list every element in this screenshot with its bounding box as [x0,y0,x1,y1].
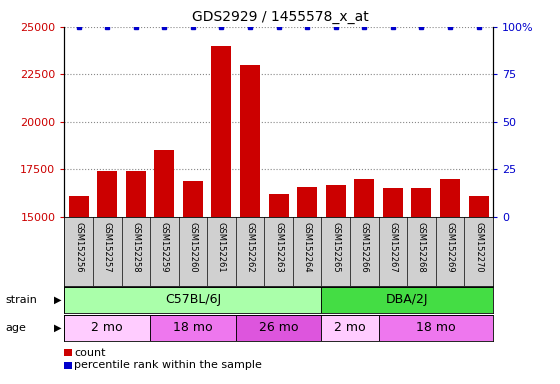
Bar [212,46,231,217]
Bar [354,179,374,217]
Text: 18 mo: 18 mo [173,321,213,334]
Text: ▶: ▶ [54,323,62,333]
Text: GSM152259: GSM152259 [160,222,169,273]
Bar [383,189,403,217]
Bar [469,196,488,217]
Text: GSM152262: GSM152262 [245,222,255,273]
Bar [269,194,288,217]
Bar [379,315,493,341]
Bar [297,187,317,217]
Text: ▶: ▶ [54,295,62,305]
Text: C57BL/6J: C57BL/6J [165,293,221,306]
Text: GSM152264: GSM152264 [302,222,312,273]
Text: GSM152263: GSM152263 [274,222,283,273]
Text: GSM152261: GSM152261 [217,222,226,273]
Text: age: age [6,323,26,333]
Bar [126,171,146,217]
Bar [150,315,236,341]
Text: GSM152256: GSM152256 [74,222,83,273]
Text: percentile rank within the sample: percentile rank within the sample [74,360,262,370]
Bar [236,315,321,341]
Text: GSM152267: GSM152267 [388,222,398,273]
Text: 2 mo: 2 mo [91,321,123,334]
Text: GSM152266: GSM152266 [360,222,369,273]
Text: GSM152269: GSM152269 [445,222,455,273]
Text: 26 mo: 26 mo [259,321,298,334]
Bar [321,287,493,313]
Text: GSM152268: GSM152268 [417,222,426,273]
Bar [97,171,117,217]
Bar [326,185,346,217]
Text: strain: strain [6,295,38,305]
Bar [240,65,260,217]
Text: GSM152257: GSM152257 [102,222,112,273]
Bar [440,179,460,217]
Bar [183,181,203,217]
Text: count: count [74,348,106,358]
Bar [64,315,150,341]
Bar [69,196,88,217]
Text: GDS2929 / 1455578_x_at: GDS2929 / 1455578_x_at [192,10,368,23]
Text: 2 mo: 2 mo [334,321,366,334]
Bar [155,151,174,217]
Text: GSM152270: GSM152270 [474,222,483,273]
Text: GSM152260: GSM152260 [188,222,198,273]
Bar [64,287,321,313]
Text: GSM152258: GSM152258 [131,222,141,273]
Bar [321,315,379,341]
Text: GSM152265: GSM152265 [331,222,340,273]
Text: 18 mo: 18 mo [416,321,455,334]
Text: DBA/2J: DBA/2J [386,293,428,306]
Bar [412,189,431,217]
